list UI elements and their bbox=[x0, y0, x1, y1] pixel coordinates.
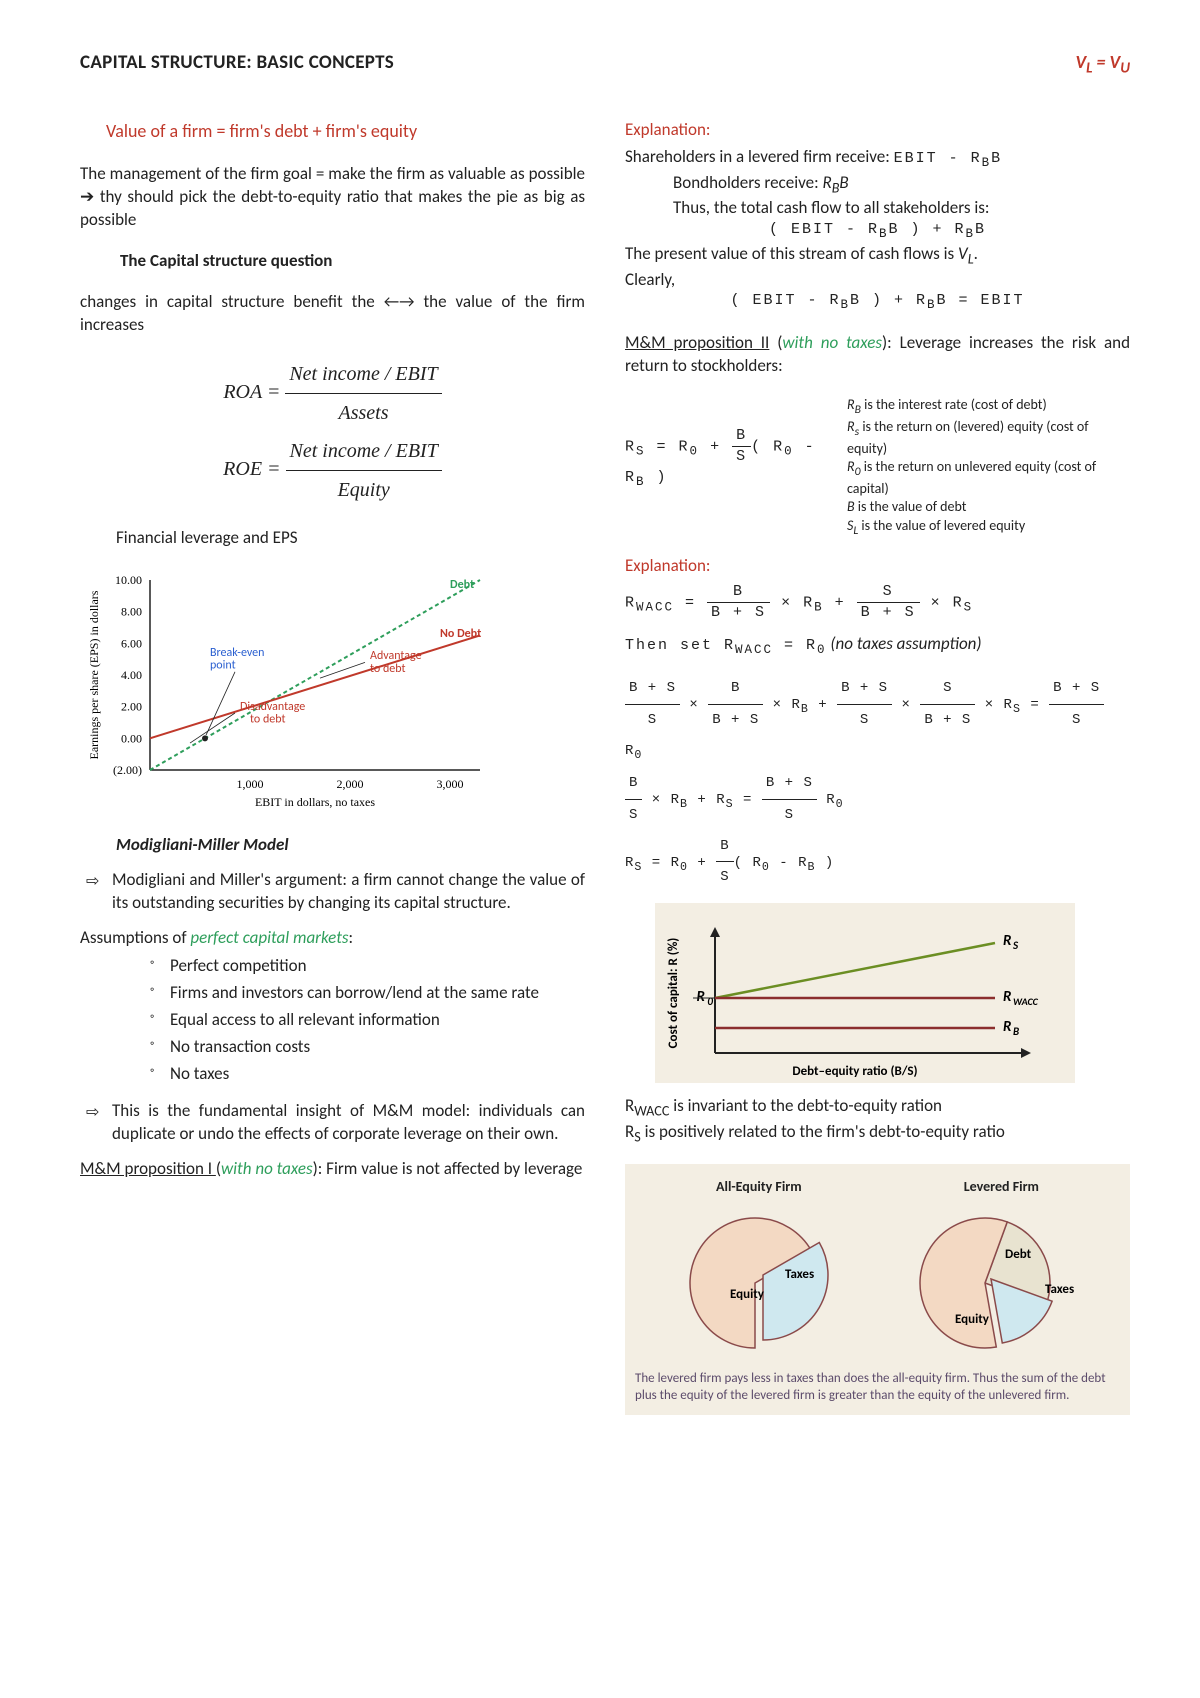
assumption-item: Firms and investors can borrow/lend at t… bbox=[150, 982, 585, 1005]
pie-title-right: Levered Firm bbox=[964, 1178, 1039, 1197]
roa-label: ROA = bbox=[223, 381, 280, 403]
value-formula: Value of a firm = firm's debt + firm's e… bbox=[106, 119, 585, 143]
variable-notes: RB is the interest rate (cost of debt) R… bbox=[847, 396, 1130, 538]
svg-text:2,000: 2,000 bbox=[337, 777, 364, 791]
assumption-item: Perfect competition bbox=[150, 955, 585, 978]
assumptions-intro: Assumptions of perfect capital markets: bbox=[80, 927, 585, 950]
derivation: B + SS × BB + S × RB + B + SS × SB + S ×… bbox=[625, 673, 1130, 893]
svg-text:No Debt: No Debt bbox=[440, 627, 481, 641]
svg-text:2.00: 2.00 bbox=[121, 699, 142, 713]
pv-line: The present value of this stream of cash… bbox=[625, 243, 1130, 269]
shareholders-line: Shareholders in a levered firm receive: … bbox=[625, 146, 1130, 172]
roe-label: ROE = bbox=[223, 458, 280, 480]
svg-text:Taxes: Taxes bbox=[1045, 1282, 1074, 1297]
svg-text:10.00: 10.00 bbox=[115, 573, 142, 587]
thus-line: Thus, the total cash flow to all stakeho… bbox=[673, 197, 1130, 220]
mm-prop-2: M&M proposition II (with no taxes): Leve… bbox=[625, 332, 1130, 378]
mm-argument: ⇨ Modigliani and Miller's argument: a fi… bbox=[86, 869, 585, 915]
svg-text:WACC: WACC bbox=[1013, 995, 1039, 1008]
wacc-chart-box: RSRWACCRBR0Cost of capital: R (%)Debt–eq… bbox=[655, 903, 1075, 1083]
svg-text:(2.00): (2.00) bbox=[113, 763, 142, 777]
svg-text:point: point bbox=[210, 658, 236, 672]
pie-chart: Equity Taxes Debt Taxes Equity bbox=[635, 1203, 1115, 1363]
pie-title-left: All-Equity Firm bbox=[716, 1178, 802, 1197]
rs-equation-block: RS = R0 + BS( R0 - RB ) RB is the intere… bbox=[625, 396, 1130, 538]
clearly-label: Clearly, bbox=[625, 269, 1130, 292]
svg-text:to debt: to debt bbox=[250, 712, 286, 726]
svg-text:Debt: Debt bbox=[450, 578, 474, 592]
explanation-label-1: Explanation: bbox=[625, 119, 1130, 142]
assumption-item: No taxes bbox=[150, 1063, 585, 1086]
svg-text:1,000: 1,000 bbox=[237, 777, 264, 791]
arrow-icon: ⇨ bbox=[86, 871, 104, 893]
svg-text:0: 0 bbox=[707, 995, 713, 1008]
vl-equals-vu: VL = VU bbox=[1075, 50, 1130, 79]
svg-text:S: S bbox=[1012, 939, 1019, 952]
rs-text: RS is positively related to the firm's d… bbox=[625, 1121, 1130, 1147]
changes-para: changes in capital structure benefit the… bbox=[80, 291, 585, 337]
svg-text:Cost of capital: R (%): Cost of capital: R (%) bbox=[666, 938, 681, 1049]
rs-equation: RS = R0 + BS( R0 - RB ) bbox=[625, 396, 835, 490]
svg-text:Debt: Debt bbox=[1005, 1247, 1032, 1262]
svg-text:6.00: 6.00 bbox=[121, 636, 142, 650]
left-column: Value of a firm = firm's debt + firm's e… bbox=[80, 119, 585, 1415]
roa-roe-block: ROA = Net income / EBITAssets ROE = Net … bbox=[80, 355, 585, 509]
assumption-item: Equal access to all relevant information bbox=[150, 1009, 585, 1032]
mm-insight: ⇨ This is the fundamental insight of M&M… bbox=[86, 1100, 585, 1146]
svg-text:R: R bbox=[1003, 988, 1011, 1006]
svg-text:B: B bbox=[1013, 1025, 1019, 1038]
wacc-eq: RWACC = BB + S × RB + SB + S × RS bbox=[625, 582, 1130, 624]
svg-text:R: R bbox=[697, 988, 705, 1006]
mm-heading: Modigliani-Miller Model bbox=[116, 834, 585, 857]
total-cashflow-eq: ( EBIT - RBB ) + RBB bbox=[625, 220, 1130, 243]
thenset-line: Then set RWACC = R0 (no taxes assumption… bbox=[625, 633, 1130, 659]
right-column: Explanation: Shareholders in a levered f… bbox=[625, 119, 1130, 1415]
assumption-item: No transaction costs bbox=[150, 1036, 585, 1059]
svg-text:3,000: 3,000 bbox=[437, 777, 464, 791]
svg-text:8.00: 8.00 bbox=[121, 604, 142, 618]
assumptions-list: Perfect competition Firms and investors c… bbox=[150, 955, 585, 1086]
svg-text:Taxes: Taxes bbox=[785, 1267, 814, 1282]
cs-question-heading: The Capital structure question bbox=[120, 250, 585, 273]
eps-chart: 10.00 8.00 6.00 4.00 2.00 0.00 (2.00) 1,000 2,00… bbox=[80, 560, 520, 820]
svg-text:Equity: Equity bbox=[730, 1287, 765, 1302]
pie-comparison-box: All-Equity Firm Levered Firm Equity Taxes… bbox=[625, 1164, 1130, 1415]
svg-text:Equity: Equity bbox=[955, 1312, 990, 1327]
svg-text:R: R bbox=[1003, 932, 1011, 950]
pie-caption: The levered firm pays less in taxes than… bbox=[635, 1371, 1120, 1405]
bondholders-line: Bondholders receive: RBB bbox=[673, 172, 1130, 198]
rwacc-text: RWACC is invariant to the debt-to-equity… bbox=[625, 1095, 1130, 1121]
explanation-label-2: Explanation: bbox=[625, 555, 1130, 578]
svg-text:to debt: to debt bbox=[370, 662, 406, 676]
leverage-caption: Financial leverage and EPS bbox=[116, 527, 585, 550]
arrow-icon: ⇨ bbox=[86, 1102, 104, 1124]
page-title: CAPITAL STRUCTURE: BASIC CONCEPTS bbox=[80, 50, 394, 79]
svg-text:4.00: 4.00 bbox=[121, 668, 142, 682]
svg-text:Earnings per share (EPS) in do: Earnings per share (EPS) in dollars bbox=[87, 590, 101, 759]
svg-text:EBIT in dollars, no taxes: EBIT in dollars, no taxes bbox=[255, 795, 375, 809]
wacc-chart: RSRWACCRBR0Cost of capital: R (%)Debt–eq… bbox=[655, 903, 1075, 1083]
svg-text:0.00: 0.00 bbox=[121, 731, 142, 745]
svg-text:R: R bbox=[1003, 1018, 1011, 1036]
svg-text:Debt–equity ratio (B/S): Debt–equity ratio (B/S) bbox=[792, 1064, 917, 1079]
mm-prop-1: M&M proposition I (with no taxes): Firm … bbox=[80, 1158, 585, 1181]
clearly-eq: ( EBIT - RBB ) + RBB = EBIT bbox=[625, 291, 1130, 314]
mgmt-goal-para: The management of the firm goal = make t… bbox=[80, 163, 585, 232]
